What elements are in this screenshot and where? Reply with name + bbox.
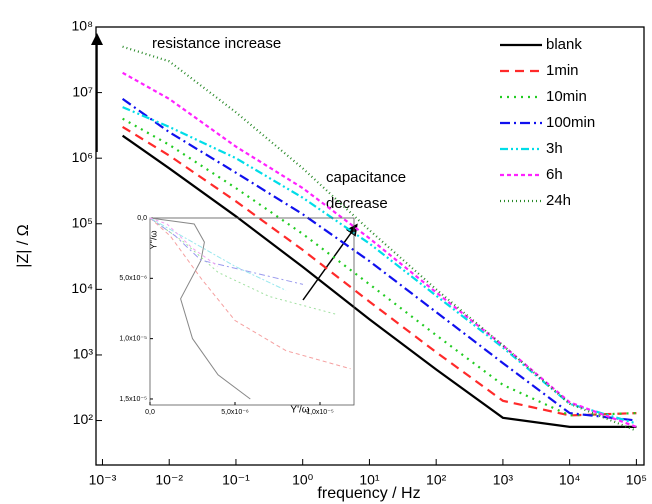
inset-frame xyxy=(149,217,355,406)
x-tick-label: 1,0x10⁻⁵ xyxy=(306,409,334,416)
series-line xyxy=(122,71,637,428)
series-line xyxy=(149,217,351,370)
arrow xyxy=(302,223,358,301)
x-tick-label: 10⁰ xyxy=(292,472,314,488)
series-line xyxy=(122,117,637,417)
x-tick-label: 10¹ xyxy=(359,472,380,488)
legend-label: 3h xyxy=(546,140,563,157)
x-tick-label: 10² xyxy=(426,472,447,488)
legend-label: 6h xyxy=(546,166,563,183)
legend-label: 1min xyxy=(546,62,579,79)
inset-y-title: Y''/ω xyxy=(148,231,158,250)
series-line xyxy=(149,217,304,285)
series-line xyxy=(149,217,338,315)
series-line xyxy=(149,217,287,291)
y-tick-label: 10³ xyxy=(73,346,94,362)
legend-label: 24h xyxy=(546,192,571,209)
y-tick-label: 10⁷ xyxy=(72,83,93,99)
y-tick-label: 0,0 xyxy=(137,215,147,222)
inset-x-title: Y'/ω xyxy=(290,405,309,416)
x-axis-title: frequency / Hz xyxy=(317,485,420,502)
legend-label: 100min xyxy=(546,114,595,131)
series-line xyxy=(122,45,637,432)
y-tick-label: 10⁴ xyxy=(71,280,93,296)
y-tick-label: 10⁸ xyxy=(72,18,94,34)
x-tick-label: 10³ xyxy=(493,472,514,488)
series-line xyxy=(149,217,251,400)
x-tick-label: 10⁻³ xyxy=(89,472,117,488)
x-tick-label: 10⁴ xyxy=(559,472,581,488)
annotation: resistance increase xyxy=(152,35,281,52)
annotation: decrease xyxy=(326,195,388,212)
x-tick-label: 10⁵ xyxy=(626,472,647,488)
series-line xyxy=(149,217,219,267)
x-tick-label: 0,0 xyxy=(145,409,155,416)
y-tick-label: 5,0x10⁻⁶ xyxy=(119,275,147,282)
y-tick-label: 1,5x10⁻⁵ xyxy=(119,396,147,403)
legend-label: 10min xyxy=(546,88,587,105)
plot-frame xyxy=(95,26,645,466)
x-tick-label: 10⁻¹ xyxy=(222,472,250,488)
series-line xyxy=(122,125,637,417)
legend-label: blank xyxy=(546,36,582,53)
y-tick-label: 1,0x10⁻⁵ xyxy=(119,335,147,342)
y-tick-label: 10⁵ xyxy=(72,214,93,230)
x-tick-label: 10⁻² xyxy=(155,472,183,488)
series-line xyxy=(121,98,637,422)
annotation: capacitance xyxy=(326,169,406,186)
series-line xyxy=(121,134,637,428)
series-line xyxy=(122,106,637,425)
y-axis-title: |Z| / Ω xyxy=(15,224,32,267)
x-tick-label: 5,0x10⁻⁶ xyxy=(221,409,249,416)
y-tick-label: 10² xyxy=(73,411,94,427)
y-tick-label: 10⁶ xyxy=(72,149,93,165)
